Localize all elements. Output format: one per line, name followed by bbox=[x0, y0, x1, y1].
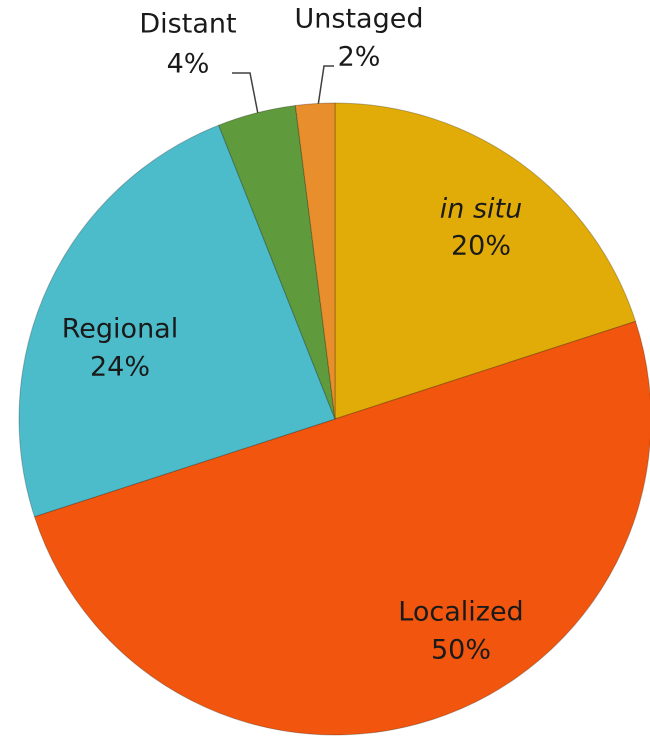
pie-slice bbox=[218, 104, 336, 420]
slice-value-label: 50% bbox=[431, 635, 491, 666]
slice-label: in situ bbox=[440, 194, 522, 225]
slice-label: Regional bbox=[62, 314, 178, 345]
pie-slice bbox=[294, 102, 336, 420]
slice-value-label: 24% bbox=[90, 352, 150, 383]
pie-slice bbox=[33, 320, 650, 736]
pie-slice bbox=[18, 124, 336, 518]
slice-value-label: 20% bbox=[451, 231, 511, 262]
slice-value-label: 4% bbox=[167, 49, 210, 80]
slice-label: Localized bbox=[398, 597, 523, 628]
leader-line bbox=[232, 72, 259, 115]
slice-label: Unstaged bbox=[295, 4, 424, 35]
slice-label: Distant bbox=[139, 9, 236, 40]
leader-line bbox=[317, 65, 334, 107]
slice-value-label: 2% bbox=[338, 42, 381, 73]
pie-slice bbox=[334, 102, 637, 420]
